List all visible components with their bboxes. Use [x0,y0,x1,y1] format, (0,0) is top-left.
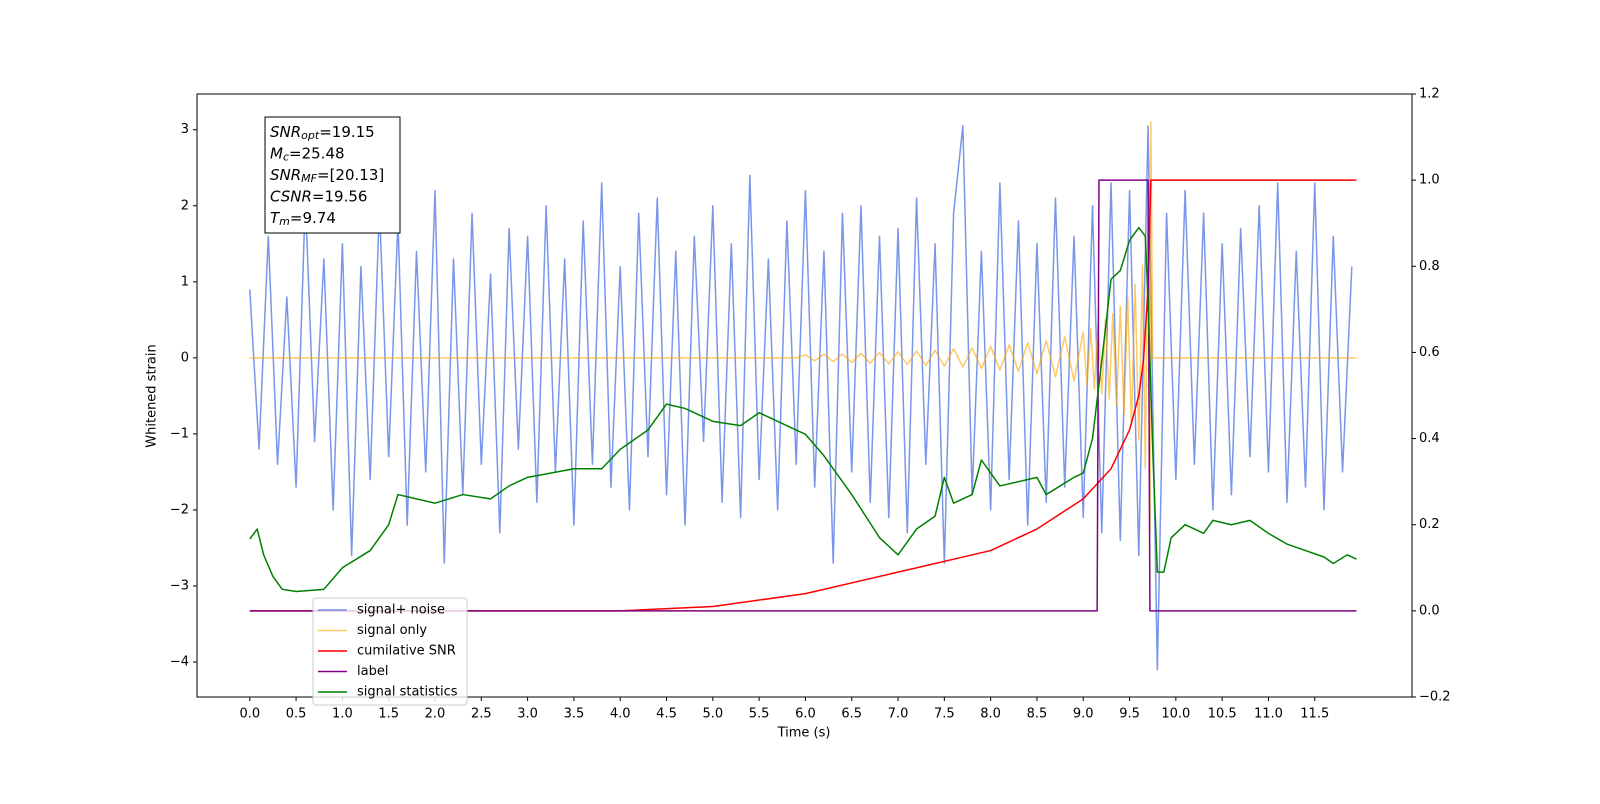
x-tick-label: 8.0 [980,707,1001,722]
x-axis-label: Time (s) [777,726,831,741]
stats-subscript: opt [301,129,320,142]
stats-subscript: MF [301,172,317,185]
y2-tick-label: 0.6 [1419,345,1440,360]
stats-subscript: m [279,215,290,228]
x-tick-label: 6.5 [841,707,862,722]
x-tick-label: 5.5 [749,707,770,722]
y-tick-label: −3 [170,578,189,593]
y2-tick-label: 0.4 [1419,431,1440,446]
stats-symbol: SNR [270,166,301,184]
stats-line: CSNR=19.56 [270,187,367,205]
x-tick-label: 0.5 [286,707,307,722]
y-tick-label: −4 [170,655,189,670]
y-tick-label: 3 [181,122,189,137]
x-tick-label: 7.5 [934,707,955,722]
y-tick-label: −1 [170,426,189,441]
y2-tick-label: 0.0 [1419,603,1440,618]
x-tick-label: 8.5 [1027,707,1048,722]
x-tick-label: 3.0 [517,707,538,722]
stats-line: SNRMF=[20.13] [270,166,384,186]
legend-frame [312,597,468,706]
x-tick-label: 6.0 [795,707,816,722]
x-tick-label: 9.5 [1119,707,1140,722]
stats-subscript: c [283,151,289,164]
x-tick-label: 11.0 [1254,707,1283,722]
x-tick-label: 11.5 [1300,707,1329,722]
x-tick-label: 9.0 [1073,707,1094,722]
stats-value: =19.15 [319,123,375,141]
y-tick-label: 0 [181,350,189,365]
y-tick-label: −2 [170,502,189,517]
stats-line: Mc=25.48 [270,144,345,164]
stats-value: =19.56 [312,187,368,205]
x-tick-label: 3.5 [564,707,585,722]
stats-box: SNRopt=19.15Mc=25.48SNRMF=[20.13]CSNR=19… [264,116,401,234]
x-tick-label: 7.0 [888,707,909,722]
y-axis-label: Whitened strain [145,344,160,447]
y-tick-label: 1 [181,274,189,289]
legend-label: signal statistics [357,685,458,700]
stats-symbol: CSNR [270,187,312,205]
y2-tick-label: 1.0 [1419,173,1440,188]
stats-box-frame [264,116,401,234]
x-tick-label: 10.5 [1208,707,1237,722]
stats-value: =[20.13] [317,166,384,184]
y2-tick-label: −0.2 [1419,690,1451,705]
stats-line: Tm=9.74 [270,209,336,229]
x-tick-label: 5.0 [702,707,723,722]
x-tick-label: 0.0 [239,707,260,722]
y2-tick-label: 0.8 [1419,259,1440,274]
legend-label: signal+ noise [357,603,445,618]
legend-label: label [357,664,388,679]
y-tick-label: 2 [181,198,189,213]
x-tick-label: 10.0 [1161,707,1190,722]
legend-label: cumilative SNR [357,644,456,659]
stats-symbol: SNR [270,123,301,141]
x-tick-label: 4.5 [656,707,677,722]
y2-tick-label: 1.2 [1419,87,1440,102]
series-line [249,179,1357,612]
stats-symbol: M [270,144,283,162]
legend: signal+ noise signal only cumilative SNR la… [312,597,468,706]
series-line [249,226,1357,593]
series-line [249,125,1353,671]
plot-frame [196,93,1413,698]
x-tick-label: 2.5 [471,707,492,722]
stats-value: =9.74 [290,209,336,227]
x-tick-label: 2.0 [425,707,446,722]
x-tick-label: 1.5 [378,707,399,722]
stats-line: SNRopt=19.15 [270,123,375,143]
series-line [249,179,1357,612]
stats-value: =25.48 [289,144,345,162]
x-tick-label: 4.0 [610,707,631,722]
y2-tick-label: 0.2 [1419,517,1440,532]
stats-symbol: T [270,209,281,227]
legend-label: signal only [357,623,427,638]
x-tick-label: 1.0 [332,707,353,722]
